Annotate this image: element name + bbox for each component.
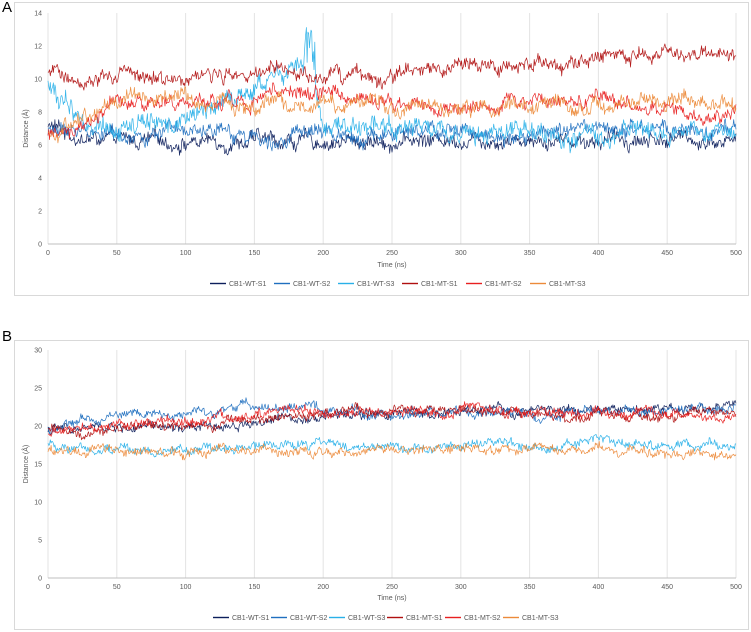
y-axis-label-0: Distance (Å) xyxy=(21,109,30,148)
x-axis-label-1: Time (ns) xyxy=(377,595,406,602)
x-tick-label-1-2: 100 xyxy=(180,584,192,591)
series-line-1-4 xyxy=(48,401,737,437)
y-tick-label-1-4: 20 xyxy=(34,424,42,431)
x-tick-label-1-3: 150 xyxy=(249,584,261,591)
series-line-1-1 xyxy=(47,397,737,435)
x-tick-label-1-7: 350 xyxy=(524,584,536,591)
x-tick-label-0-5: 250 xyxy=(386,250,398,257)
legend-label-0-4: CB1-MT-S2 xyxy=(485,281,522,288)
series-line-0-2 xyxy=(47,27,737,154)
x-tick-label-0-7: 350 xyxy=(524,250,536,257)
x-tick-label-1-0: 0 xyxy=(46,584,50,591)
legend-label-1-1: CB1-WT-S2 xyxy=(290,615,327,622)
y-tick-label-1-6: 30 xyxy=(34,348,42,355)
y-tick-label-0-6: 12 xyxy=(34,44,42,51)
y-tick-label-0-0: 0 xyxy=(38,242,42,249)
series-line-0-0 xyxy=(47,119,737,156)
legend-label-0-1: CB1-WT-S2 xyxy=(293,281,330,288)
x-tick-label-0-0: 0 xyxy=(46,250,50,257)
y-tick-label-0-2: 4 xyxy=(38,176,42,183)
panel-a-letter: A xyxy=(2,0,13,16)
legend-label-0-5: CB1-MT-S3 xyxy=(549,281,586,288)
y-axis-label-1: Distance (Å) xyxy=(21,445,30,484)
x-tick-label-1-4: 200 xyxy=(317,584,329,591)
x-tick-label-1-10: 500 xyxy=(730,584,742,591)
legend-label-1-2: CB1-WT-S3 xyxy=(348,615,385,622)
legend-label-0-0: CB1-WT-S1 xyxy=(229,281,266,288)
x-tick-label-1-5: 250 xyxy=(386,584,398,591)
x-tick-label-0-9: 450 xyxy=(661,250,673,257)
panel-b-frame xyxy=(14,340,749,630)
x-tick-label-0-3: 150 xyxy=(249,250,261,257)
x-tick-label-0-4: 200 xyxy=(317,250,329,257)
y-tick-label-0-3: 6 xyxy=(38,143,42,150)
y-tick-label-0-5: 10 xyxy=(34,77,42,84)
y-tick-label-0-7: 14 xyxy=(34,11,42,18)
series-line-1-3 xyxy=(47,402,737,441)
legend-label-1-3: CB1-MT-S1 xyxy=(406,615,443,622)
y-tick-label-1-5: 25 xyxy=(34,386,42,393)
x-tick-label-1-8: 400 xyxy=(593,584,605,591)
y-tick-label-1-0: 0 xyxy=(38,576,42,583)
legend-label-1-5: CB1-MT-S3 xyxy=(522,615,559,622)
x-tick-label-1-1: 50 xyxy=(113,584,121,591)
x-tick-label-0-10: 500 xyxy=(730,250,742,257)
series-line-0-5 xyxy=(47,86,737,144)
x-tick-label-0-8: 400 xyxy=(593,250,605,257)
x-tick-label-1-9: 450 xyxy=(661,584,673,591)
y-tick-label-0-4: 8 xyxy=(38,110,42,117)
legend-label-1-4: CB1-MT-S2 xyxy=(464,615,501,622)
series-line-1-5 xyxy=(47,441,737,461)
series-line-0-3 xyxy=(47,43,737,91)
panel-b-letter: B xyxy=(2,328,13,345)
y-tick-label-1-3: 15 xyxy=(34,462,42,469)
y-tick-label-0-1: 2 xyxy=(38,209,42,216)
legend-label-0-3: CB1-MT-S1 xyxy=(421,281,458,288)
x-tick-label-1-6: 300 xyxy=(455,584,467,591)
panel-a-frame xyxy=(14,2,749,296)
x-tick-label-0-6: 300 xyxy=(455,250,467,257)
y-tick-label-1-1: 5 xyxy=(38,538,42,545)
x-axis-label-0: Time (ns) xyxy=(377,262,406,269)
y-tick-label-1-2: 10 xyxy=(34,500,42,507)
legend-label-0-2: CB1-WT-S3 xyxy=(357,281,394,288)
x-tick-label-0-1: 50 xyxy=(113,250,121,257)
legend-label-1-0: CB1-WT-S1 xyxy=(232,615,269,622)
series-line-1-2 xyxy=(47,434,737,458)
x-tick-label-0-2: 100 xyxy=(180,250,192,257)
